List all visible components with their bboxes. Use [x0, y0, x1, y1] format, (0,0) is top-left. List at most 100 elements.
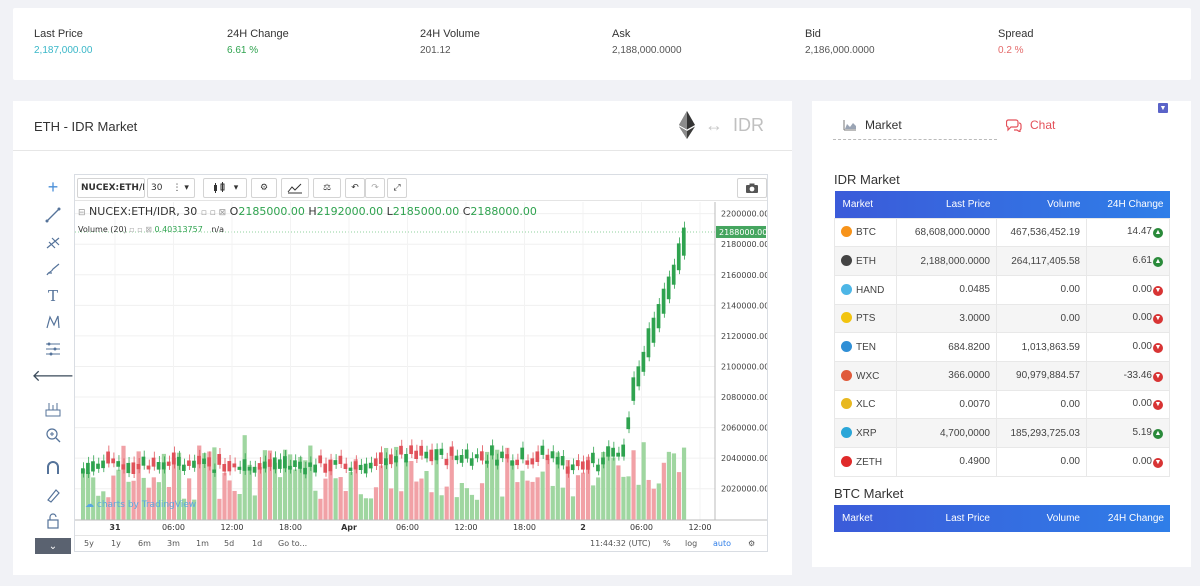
market-cell[interactable]: PTS — [834, 303, 897, 334]
pitchfork-icon[interactable] — [44, 233, 62, 251]
lock-icon[interactable] — [44, 512, 62, 530]
market-cell[interactable]: XLC — [834, 389, 897, 420]
col-market[interactable]: Market — [842, 513, 873, 524]
draw-mode-icon[interactable] — [44, 486, 62, 504]
table-row[interactable]: XRP 4,700,0000 185,293,725.03 5.19 ▲ — [834, 418, 1170, 448]
volume-na: n/a — [211, 225, 225, 234]
last-price-cell: 0.4900 — [896, 447, 997, 477]
prediction-icon[interactable] — [44, 340, 62, 358]
table-row[interactable]: ETH 2,188,000.0000 264,117,405.58 6.61 ▲ — [834, 246, 1170, 276]
price-tick: 2180000.00 — [721, 240, 767, 249]
candle — [222, 464, 227, 472]
table-row[interactable]: PTS 3.0000 0.00 0.00 ▼ — [834, 303, 1170, 334]
market-cell[interactable]: HAND — [834, 274, 897, 305]
change-value: 5.19 — [1132, 427, 1152, 439]
price-tick: 2020000.00 — [721, 485, 767, 494]
market-cell[interactable]: WXC — [834, 360, 897, 391]
range-6m[interactable]: 6m — [138, 539, 151, 548]
time-tick: Apr — [341, 523, 357, 532]
tradingview-chart[interactable]: NUCEX:ETH/IDR 30 ⋮ ▾ ▾ ⚙ ⚖ ↶ ↷ ⤢ 2200000… — [74, 174, 768, 552]
volume-controls-icon[interactable]: ▫ ▫ ⊠ — [129, 225, 152, 234]
candle — [464, 449, 469, 459]
auto-toggle[interactable]: auto — [713, 539, 732, 548]
pattern-icon[interactable] — [44, 313, 62, 331]
price-tick: 2140000.00 — [721, 301, 767, 310]
camera-icon[interactable] — [737, 178, 767, 198]
col-24h-change[interactable]: 24H Change — [1107, 198, 1164, 210]
market-cell[interactable]: XRP — [834, 418, 897, 448]
stat-24h-change: 24H Change 6.61 % — [227, 28, 289, 56]
market-cell[interactable]: ETH — [834, 246, 897, 276]
collapse-legend-icon[interactable]: ⊟ — [78, 208, 86, 218]
col-24h-change[interactable]: 24H Change — [1107, 513, 1164, 524]
compare-icon[interactable]: ⚖ — [313, 178, 341, 198]
volume-cell: 0.00 — [996, 303, 1087, 334]
volume-bar — [91, 477, 96, 520]
measure-icon[interactable] — [44, 400, 62, 418]
table-row[interactable]: ZETH 0.4900 0.00 0.00 ▼ — [834, 447, 1170, 477]
volume-legend: Volume (20) ▫ ▫ ⊠ 0.40313757 n/a — [78, 225, 224, 234]
tab-chat[interactable]: Chat — [1006, 118, 1055, 132]
trend-line-icon[interactable] — [44, 206, 62, 224]
range-1m[interactable]: 1m — [196, 539, 209, 548]
settings-gear-icon[interactable]: ⚙ — [251, 178, 277, 198]
market-cell[interactable]: ZETH — [834, 447, 897, 477]
text-tool-icon[interactable]: T — [47, 287, 58, 305]
market-cell[interactable]: BTC — [834, 217, 897, 248]
table-row[interactable]: BTC 68,608,000.0000 467,536,452.19 14.47 ▲ — [834, 217, 1170, 248]
volume-bar — [86, 472, 91, 520]
market-cell[interactable]: TEN — [834, 332, 897, 362]
range-1y[interactable]: 1y — [111, 539, 121, 548]
log-toggle[interactable]: log — [685, 539, 698, 548]
table-row[interactable]: WXC 366.0000 90,979,884.57 -33.46 ▼ — [834, 360, 1170, 391]
candle — [358, 464, 363, 471]
indicators-icon[interactable] — [281, 178, 309, 198]
table-row[interactable]: HAND 0.0485 0.00 0.00 ▼ — [834, 274, 1170, 305]
volume-bar — [586, 456, 591, 520]
col-last-price[interactable]: Last Price — [945, 513, 990, 524]
table-header-row: Market Last Price Volume 24H Change — [834, 191, 1170, 218]
col-last-price[interactable]: Last Price — [946, 198, 991, 210]
col-market[interactable]: Market — [842, 198, 874, 210]
goto-button[interactable]: Go to... — [278, 539, 308, 548]
chevron-down-icon[interactable]: ⌄ — [35, 538, 71, 554]
coin-icon — [841, 455, 852, 467]
tradingview-logo[interactable]: ☁ charts by TradingView — [85, 500, 196, 510]
chart-type-button[interactable]: ▾ — [203, 178, 247, 198]
candle — [232, 463, 237, 468]
range-3m[interactable]: 3m — [167, 539, 180, 548]
fullscreen-icon[interactable]: ⤢ — [387, 178, 407, 198]
range-1d[interactable]: 1d — [252, 539, 263, 548]
undo-icon[interactable]: ↶ — [345, 178, 365, 198]
utc-clock: 11:44:32 (UTC) — [590, 539, 651, 548]
volume-bar — [111, 475, 116, 520]
table-row[interactable]: XLC 0.0070 0.00 0.00 ▼ — [834, 389, 1170, 420]
change-cell: 0.00 ▼ — [1086, 447, 1170, 477]
zoom-in-icon[interactable] — [44, 426, 62, 444]
symbol-search-input[interactable]: NUCEX:ETH/IDR — [77, 178, 145, 198]
candle — [535, 451, 540, 462]
chevron-down-icon[interactable]: ▼ — [1158, 103, 1168, 113]
crosshair-icon[interactable]: + — [47, 176, 59, 197]
interval-select[interactable]: 30 ⋮ ▾ — [147, 178, 195, 198]
scale-settings-icon[interactable]: ⚙ — [748, 539, 756, 548]
legend-controls-icon[interactable]: ▫ ▫ ⊠ — [200, 208, 227, 218]
candle — [565, 466, 570, 474]
tab-market[interactable]: Market — [843, 118, 902, 132]
stat-value: 2,188,000.0000 — [612, 45, 682, 56]
table-row[interactable]: TEN 684.8200 1,013,863.59 0.00 ▼ — [834, 332, 1170, 362]
col-volume[interactable]: Volume — [1047, 198, 1081, 210]
range-5y[interactable]: 5y — [84, 539, 94, 548]
percent-toggle[interactable]: % — [663, 539, 671, 548]
back-arrow-icon[interactable]: 🡐 — [31, 367, 75, 385]
range-5d[interactable]: 5d — [224, 539, 235, 548]
col-volume[interactable]: Volume — [1046, 513, 1080, 524]
redo-icon[interactable]: ↷ — [365, 178, 385, 198]
change-value: 0.00 — [1132, 312, 1152, 324]
candle — [414, 450, 418, 459]
volume-bar — [227, 480, 232, 520]
brush-icon[interactable] — [44, 260, 62, 278]
volume-bar — [636, 484, 641, 520]
stat-value: 2,187,000.00 — [34, 45, 93, 56]
magnet-icon[interactable] — [44, 459, 62, 477]
